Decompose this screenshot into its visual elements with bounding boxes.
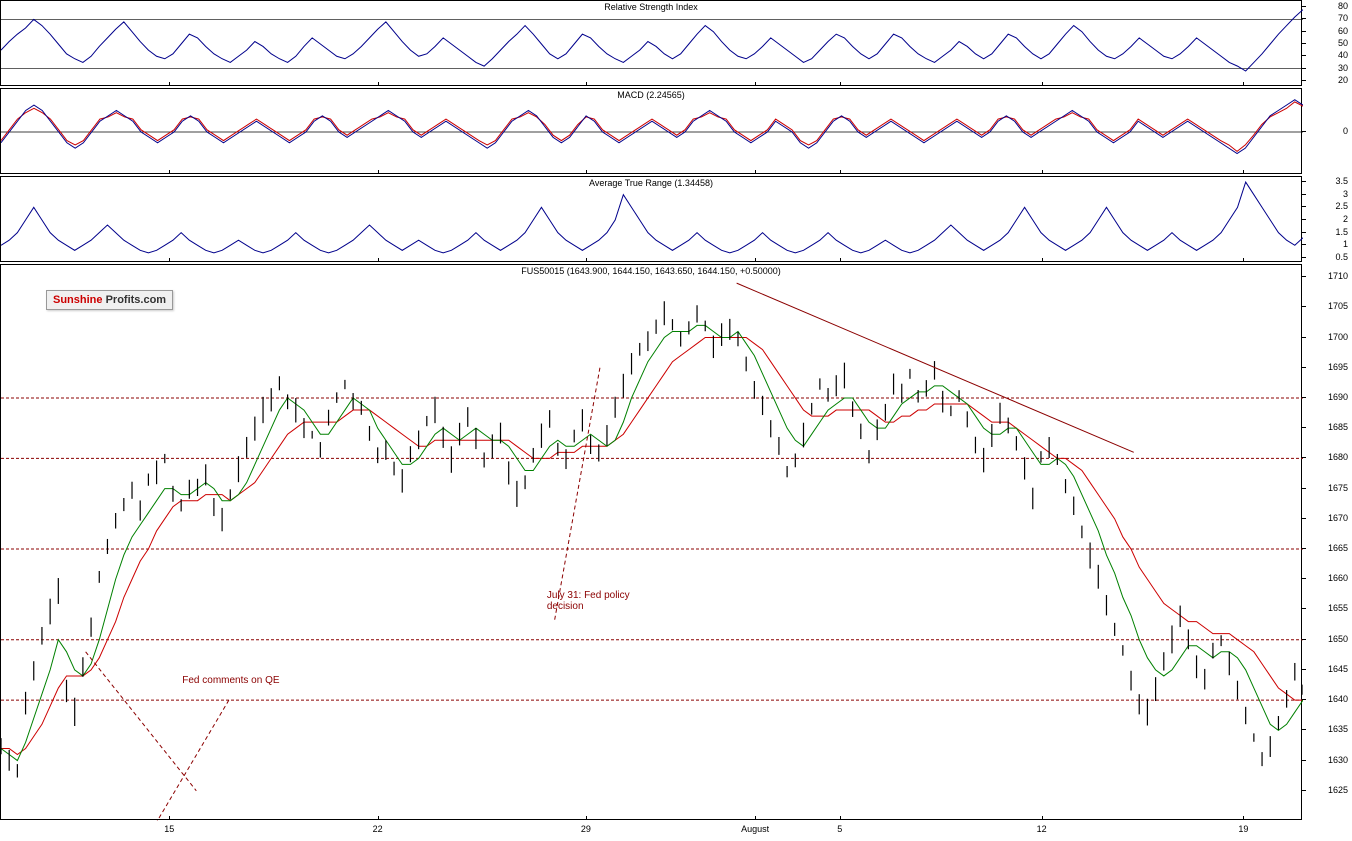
rsi-svg bbox=[1, 1, 1303, 87]
chart-container: Relative Strength Index 20304050607080 M… bbox=[0, 0, 1352, 841]
price-y-axis: 1625163016351640164516501655166016651670… bbox=[1302, 264, 1352, 820]
annotation: Fed comments on QE bbox=[182, 675, 279, 686]
price-svg bbox=[1, 265, 1303, 821]
watermark: Sunshine Profits.com bbox=[46, 290, 173, 310]
price-panel: FUS50015 (1643.900, 1644.150, 1643.650, … bbox=[0, 264, 1302, 820]
macd-title: MACD (2.24565) bbox=[617, 90, 685, 100]
x-axis: 152229August51219 bbox=[0, 822, 1302, 840]
atr-y-axis: 0.511.522.533.5 bbox=[1302, 176, 1352, 262]
rsi-title: Relative Strength Index bbox=[604, 2, 698, 12]
atr-svg bbox=[1, 177, 1303, 263]
rsi-panel: Relative Strength Index bbox=[0, 0, 1302, 86]
annotation: July 31: Fed policydecision bbox=[547, 590, 630, 612]
watermark-red: Sunshine bbox=[53, 294, 103, 306]
rsi-y-axis: 20304050607080 bbox=[1302, 0, 1352, 86]
macd-svg bbox=[1, 89, 1303, 175]
macd-y-axis: 0 bbox=[1302, 88, 1352, 174]
atr-title: Average True Range (1.34458) bbox=[589, 178, 713, 188]
atr-panel: Average True Range (1.34458) bbox=[0, 176, 1302, 262]
watermark-dark: Profits.com bbox=[103, 294, 167, 306]
macd-panel: MACD (2.24565) bbox=[0, 88, 1302, 174]
price-title: FUS50015 (1643.900, 1644.150, 1643.650, … bbox=[521, 266, 780, 276]
